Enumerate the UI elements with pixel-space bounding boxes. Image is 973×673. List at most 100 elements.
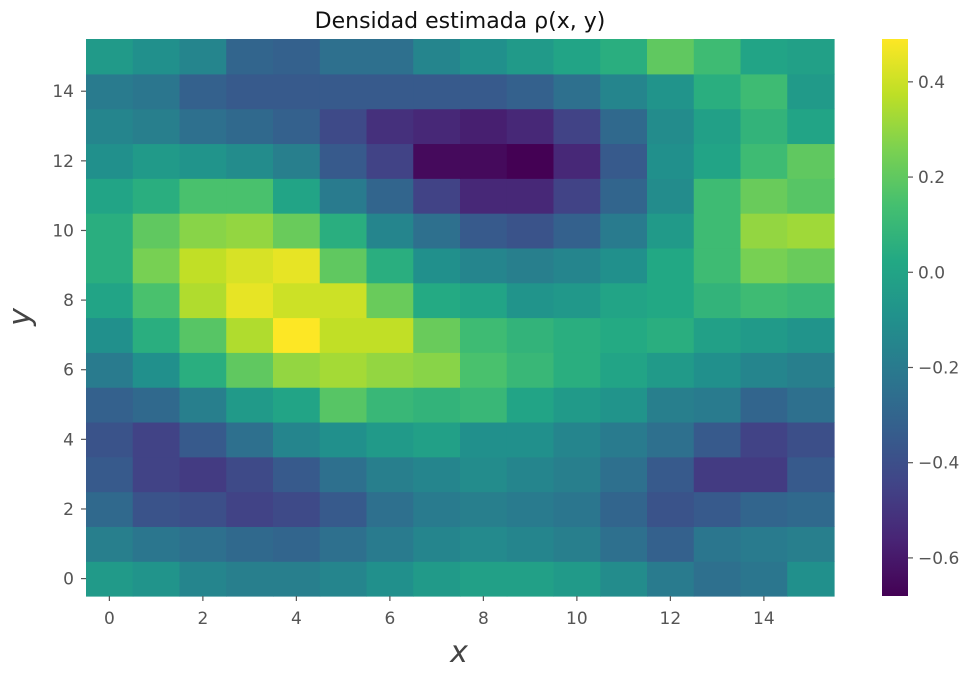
heatmap-cell: [273, 282, 321, 319]
heatmap-cell: [413, 561, 461, 597]
heatmap-cell: [787, 526, 835, 562]
heatmap-cell: [600, 317, 648, 353]
heatmap-cell: [647, 456, 695, 493]
heatmap-cell: [553, 387, 601, 423]
heatmap-cell: [600, 421, 648, 458]
heatmap-cell: [179, 108, 227, 145]
heatmap-cell: [506, 143, 555, 179]
heatmap-cell: [413, 421, 461, 458]
heatmap-cell: [179, 39, 227, 75]
heatmap-cell: [693, 108, 742, 145]
heatmap-cell: [319, 561, 368, 597]
heatmap-cell: [693, 561, 742, 597]
heatmap-cell: [553, 39, 601, 75]
heatmap-cell: [600, 387, 648, 423]
heatmap-cell: [179, 421, 227, 458]
heatmap-cell: [86, 143, 134, 179]
heatmap-cell: [787, 39, 835, 75]
heatmap-cell: [273, 73, 321, 110]
heatmap-cell: [273, 491, 321, 527]
heatmap-cell: [413, 456, 461, 493]
heatmap-cell: [273, 143, 321, 179]
heatmap-cell: [273, 213, 321, 249]
heatmap-cell: [647, 39, 695, 75]
heatmap-cell: [740, 387, 788, 423]
heatmap-cell: [132, 421, 181, 458]
heatmap-cell: [226, 387, 274, 423]
heatmap-cell: [132, 39, 181, 75]
heatmap-cell: [273, 178, 321, 214]
heatmap-cell: [86, 247, 134, 284]
heatmap-cell: [553, 247, 601, 284]
heatmap-cell: [740, 561, 788, 597]
heatmap-cell: [226, 282, 274, 319]
heatmap-cell: [86, 387, 134, 423]
heatmap-cell: [86, 213, 134, 249]
heatmap-cell: [506, 526, 555, 562]
heatmap-cell: [693, 178, 742, 214]
heatmap-cell: [787, 456, 835, 493]
y-tick-label: 6: [63, 361, 74, 381]
heatmap-cell: [132, 317, 181, 353]
heatmap-cell: [366, 491, 414, 527]
heatmap-cell: [740, 247, 788, 284]
heatmap-cell: [413, 491, 461, 527]
x-axis-label: x: [449, 635, 468, 670]
heatmap-cell: [787, 421, 835, 458]
heatmap-cell: [226, 421, 274, 458]
heatmap-cell: [273, 247, 321, 284]
heatmap-cell: [506, 108, 555, 145]
heatmap-cell: [506, 352, 555, 388]
heatmap-cell: [179, 247, 227, 284]
heatmap-cell: [460, 143, 508, 179]
heatmap-cell: [787, 213, 835, 249]
heatmap-cell: [226, 561, 274, 597]
heatmap-cell: [319, 178, 368, 214]
heatmap-cell: [787, 491, 835, 527]
heatmap-cell: [553, 317, 601, 353]
heatmap-cell: [413, 282, 461, 319]
chart-title: Densidad estimada ρ(x, y): [315, 9, 606, 34]
heatmap-cell: [553, 491, 601, 527]
heatmap-cell: [506, 456, 555, 493]
heatmap-cell: [600, 143, 648, 179]
heatmap-cell: [506, 39, 555, 75]
heatmap-cell: [553, 108, 601, 145]
heatmap-cell: [600, 108, 648, 145]
heatmap-cell: [273, 387, 321, 423]
heatmap-cell: [693, 352, 742, 388]
heatmap-cell: [600, 352, 648, 388]
y-tick-label: 12: [52, 152, 74, 172]
heatmap-cell: [693, 421, 742, 458]
heatmap-cell: [86, 73, 134, 110]
heatmap-cell: [319, 491, 368, 527]
heatmap-cell: [600, 491, 648, 527]
heatmap-cell: [366, 282, 414, 319]
heatmap-cell: [787, 387, 835, 423]
heatmap-cell: [319, 352, 368, 388]
heatmap-cell: [319, 282, 368, 319]
heatmap-cell: [647, 352, 695, 388]
heatmap-cell: [319, 108, 368, 145]
heatmap-cell: [366, 421, 414, 458]
heatmap-cell: [132, 282, 181, 319]
heatmap-cell: [740, 178, 788, 214]
heatmap-cell: [553, 421, 601, 458]
x-tick-label: 2: [197, 609, 208, 629]
heatmap-cell: [460, 73, 508, 110]
heatmap-cell: [600, 213, 648, 249]
colorbar-tick-label: 0.2: [918, 168, 945, 188]
heatmap-cell: [366, 561, 414, 597]
heatmap-cell: [787, 247, 835, 284]
heatmap-cell: [553, 73, 601, 110]
heatmap-cell: [132, 561, 181, 597]
heatmap-cell: [787, 352, 835, 388]
heatmap-cell: [179, 491, 227, 527]
heatmap-cell: [693, 39, 742, 75]
heatmap-cell: [179, 352, 227, 388]
heatmap-cell: [319, 421, 368, 458]
heatmap-cell: [553, 352, 601, 388]
heatmap-cell: [179, 73, 227, 110]
heatmap-cell: [787, 178, 835, 214]
x-tick-label: 6: [384, 609, 395, 629]
